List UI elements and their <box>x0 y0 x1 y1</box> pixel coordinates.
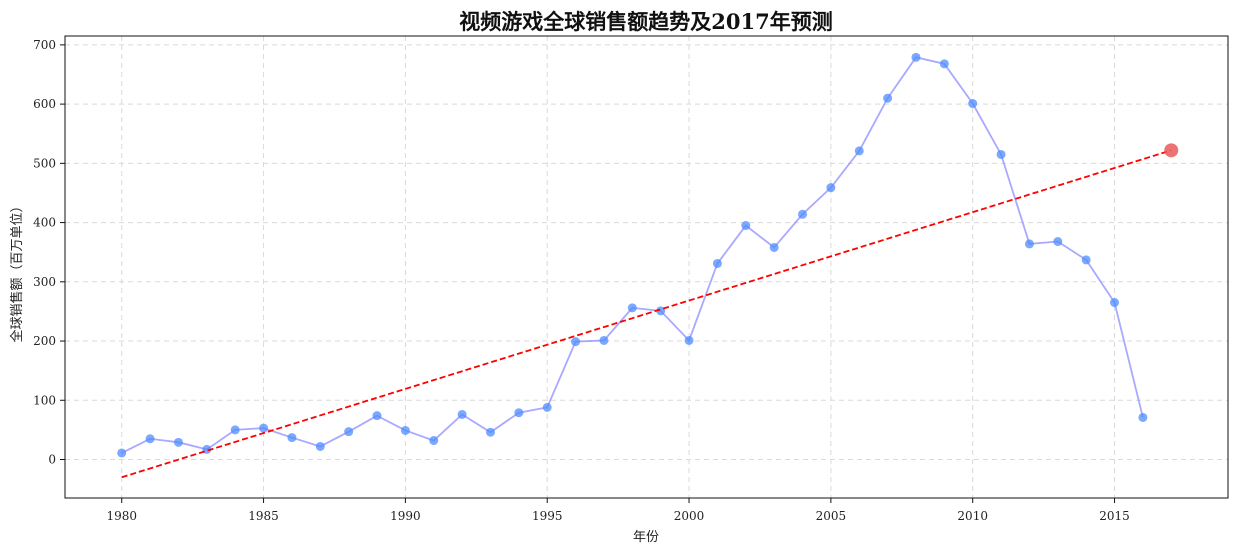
sales-point <box>996 149 1006 159</box>
axes <box>60 35 1229 503</box>
sales-point <box>457 409 467 419</box>
sales-point <box>1081 255 1091 265</box>
y-tick-label: 0 <box>48 453 56 467</box>
sales-point <box>854 146 864 156</box>
sales-point <box>287 433 297 443</box>
x-tick-label: 2000 <box>674 509 705 523</box>
x-tick-label: 1995 <box>532 509 563 523</box>
sales-point <box>230 425 240 435</box>
data-series <box>117 52 1179 479</box>
sales-point <box>769 242 779 252</box>
prediction-point <box>1164 143 1179 158</box>
tick-labels: 1980 1985 1990 1995 2000 2005 2010 2015 0 100 200 3… <box>33 38 1130 523</box>
sales-point <box>826 183 836 193</box>
sales-point <box>883 93 893 103</box>
sales-point <box>117 448 127 458</box>
x-tick-label: 1980 <box>106 509 137 523</box>
plot-frame <box>64 35 1229 499</box>
sales-point <box>145 434 155 444</box>
sales-point <box>259 423 269 433</box>
sales-point <box>315 441 325 451</box>
y-tick-label: 300 <box>33 275 56 289</box>
y-axis-label: 全球销售额（百万单位） <box>9 199 25 342</box>
sales-point <box>485 427 495 437</box>
grid-lines <box>65 36 1228 498</box>
sales-point <box>939 59 949 69</box>
x-tick-label: 2005 <box>816 509 847 523</box>
y-tick-label: 600 <box>33 97 56 111</box>
sales-point <box>1110 298 1120 308</box>
sales-point <box>798 209 808 219</box>
sales-point <box>656 306 666 316</box>
sales-point <box>599 335 609 345</box>
y-tick-label: 400 <box>33 216 56 230</box>
sales-point <box>429 436 439 446</box>
sales-point <box>173 437 183 447</box>
x-tick-label: 1985 <box>248 509 279 523</box>
x-tick-label: 1990 <box>390 509 421 523</box>
sales-point <box>1053 237 1063 247</box>
sales-point <box>684 335 694 345</box>
sales-point <box>542 402 552 412</box>
y-tick-label: 100 <box>33 393 56 407</box>
sales-point <box>571 337 581 347</box>
x-axis-label: 年份 <box>633 530 659 545</box>
trend-line <box>121 149 1172 479</box>
sales-point <box>514 408 524 418</box>
sales-point <box>627 303 637 313</box>
x-tick-label: 2010 <box>957 509 988 523</box>
sales-point <box>741 221 751 231</box>
sales-point <box>968 99 978 109</box>
y-tick-label: 200 <box>33 334 56 348</box>
sales-point <box>712 258 722 268</box>
sales-point <box>1138 412 1148 422</box>
y-tick-label: 700 <box>33 38 56 52</box>
sales-point <box>1024 239 1034 249</box>
sales-point <box>344 427 354 437</box>
y-tick-label: 500 <box>33 156 56 170</box>
sales-point <box>911 52 921 62</box>
x-tick-label: 2015 <box>1099 509 1130 523</box>
sales-point <box>372 411 382 421</box>
sales-line <box>121 56 1144 454</box>
chart-title: 视频游戏全球销售额趋势及2017年预测 <box>459 9 832 34</box>
sales-point <box>400 425 410 435</box>
